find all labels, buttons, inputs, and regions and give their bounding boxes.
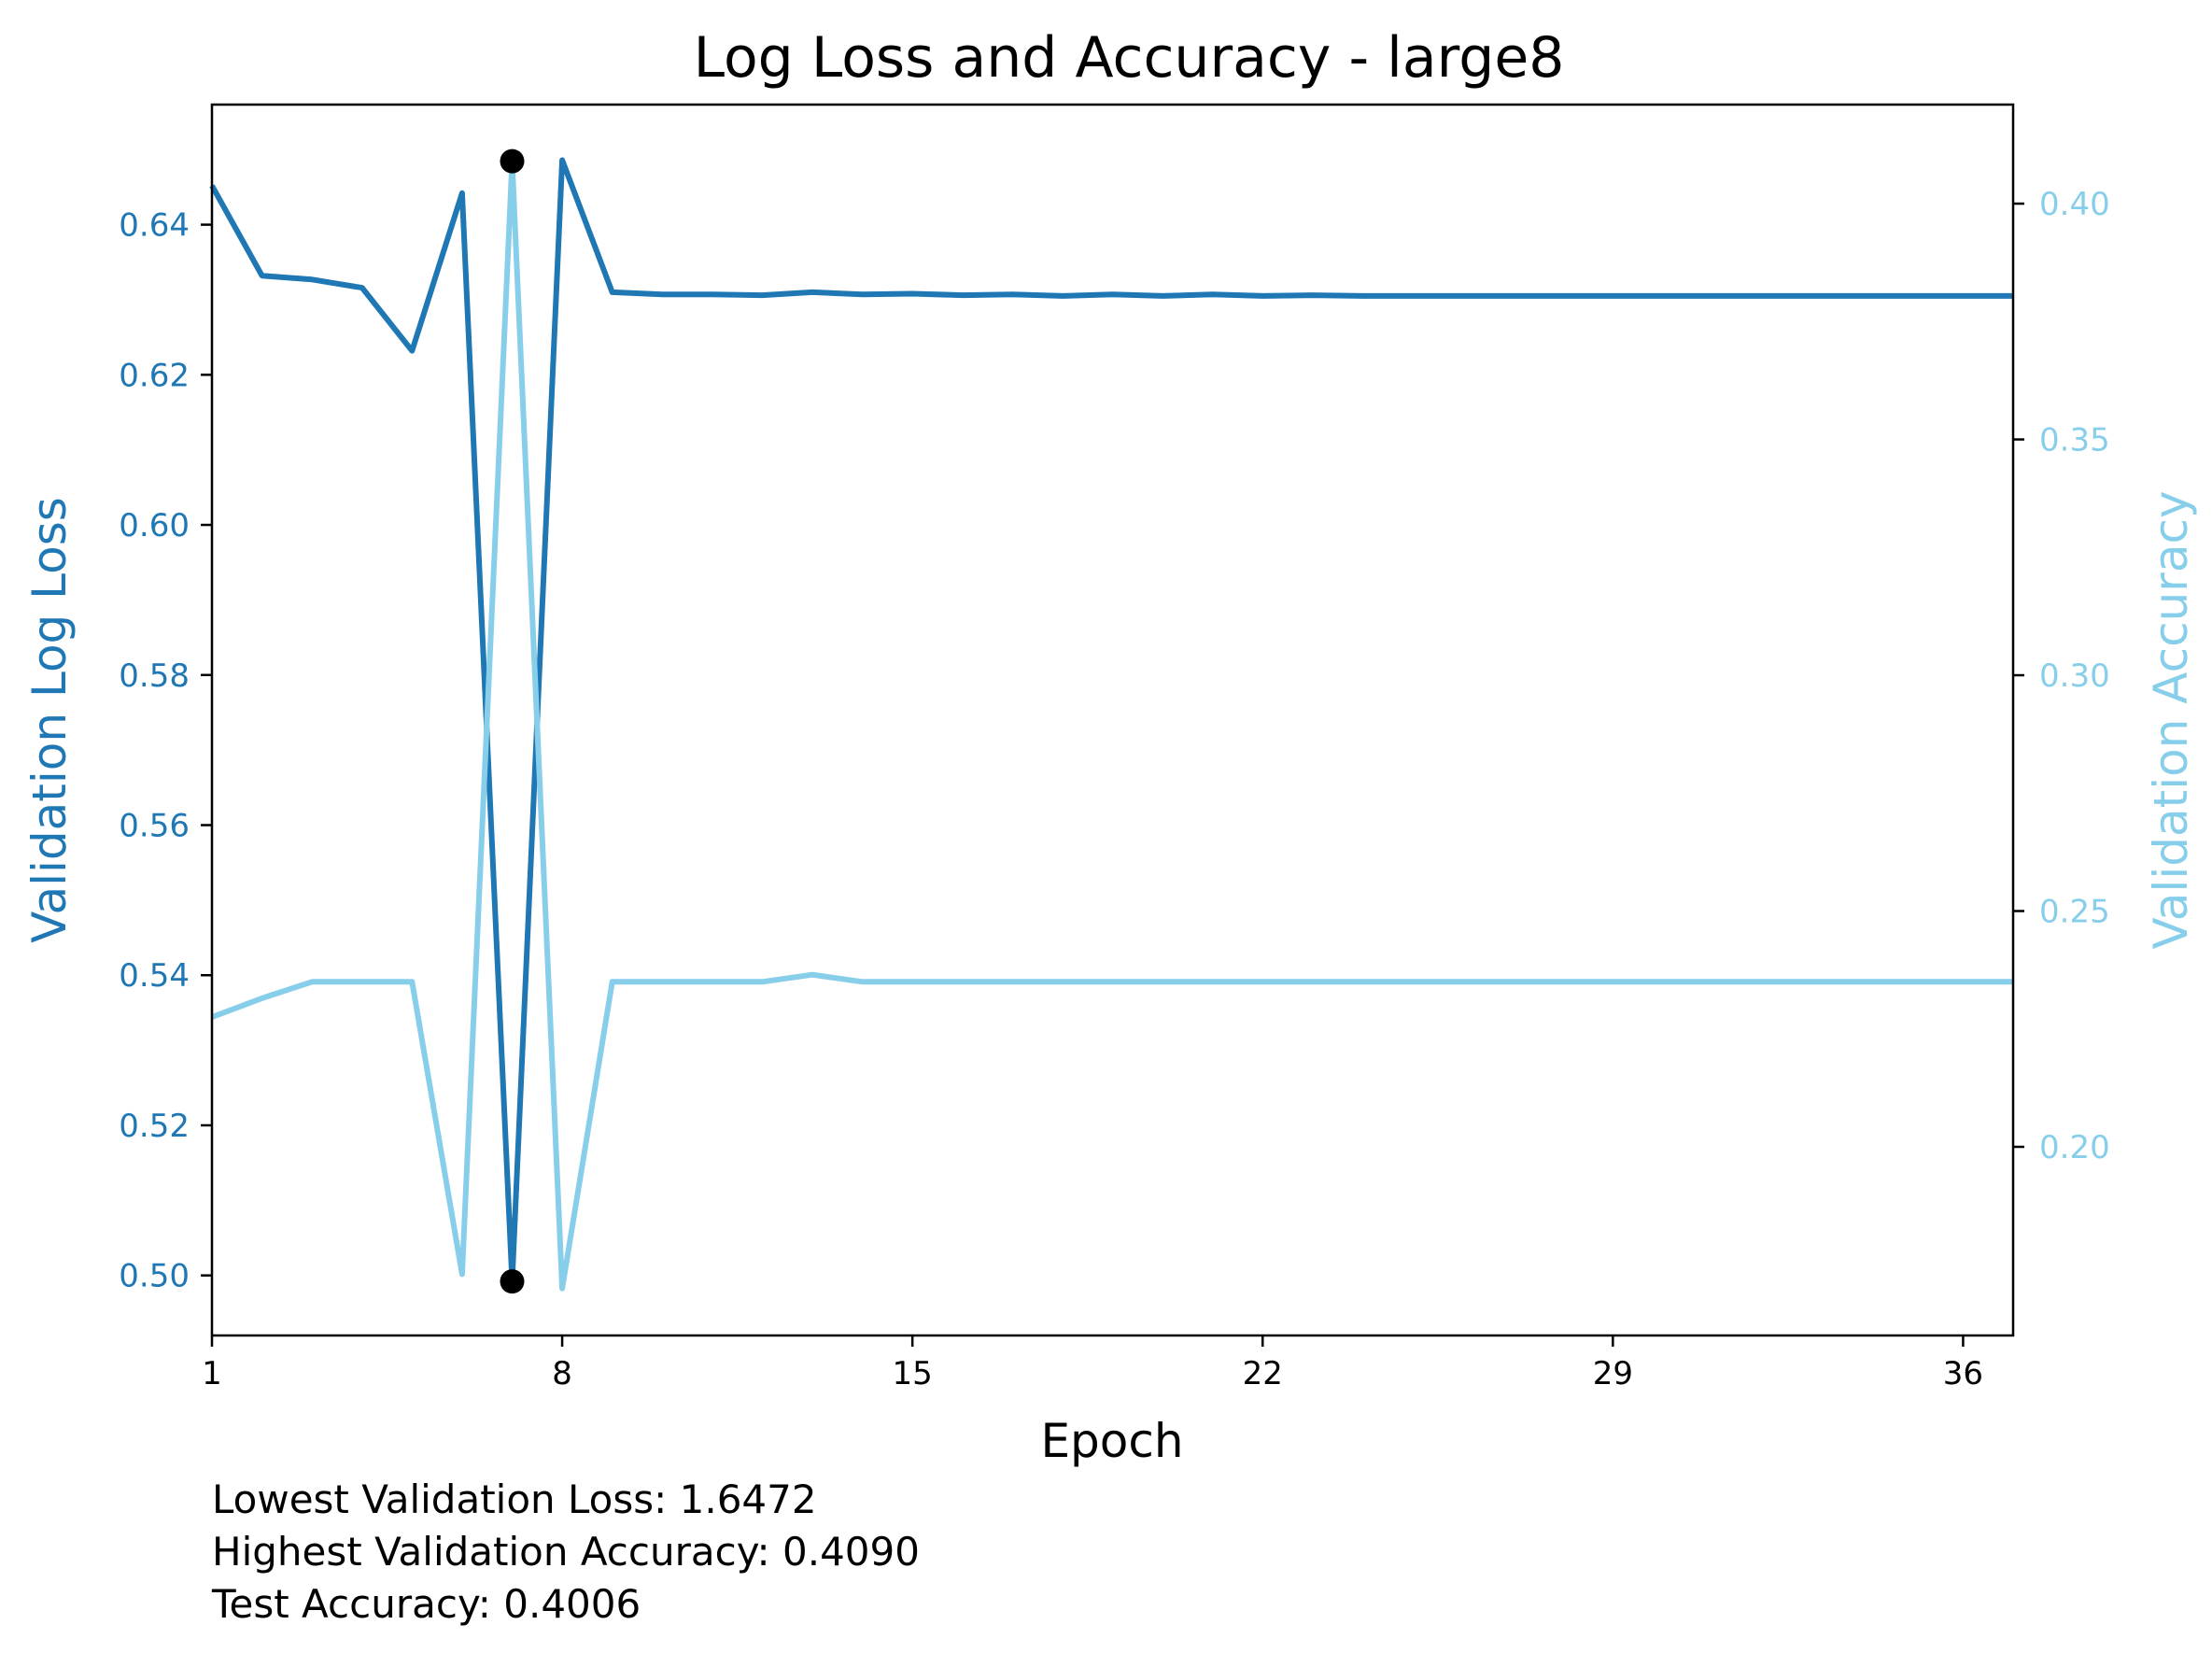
y-tick-label-left: 0.54 (119, 957, 190, 995)
highest-accuracy-marker (500, 148, 525, 174)
y-tick-label-right: 0.35 (2039, 422, 2110, 459)
y-tick-label-right: 0.40 (2039, 186, 2110, 223)
y-tick-label-left: 0.52 (119, 1108, 190, 1145)
plot-area (209, 148, 2013, 1294)
x-tick-label: 29 (1593, 1355, 1633, 1392)
y-tick-label-left: 0.58 (119, 657, 190, 695)
axes: 1 8 15 22 29 36 0.50 0.52 0.54 0.56 0.58 0.60 0.62 0.… (119, 186, 2109, 1392)
lowest-loss-text: Lowest Validation Loss: 1.6472 (212, 1476, 817, 1522)
y-tick-label-left: 0.56 (119, 808, 190, 845)
x-tick-label: 22 (1243, 1355, 1283, 1392)
plot-frame (210, 103, 2015, 1337)
y-tick-label-left: 0.50 (119, 1258, 190, 1295)
test-accuracy-text: Test Accuracy: 0.4006 (212, 1581, 641, 1627)
x-tick-label: 1 (202, 1355, 222, 1392)
accuracy-series-line (210, 158, 2013, 1292)
x-axis-label: Epoch (1040, 1414, 1183, 1468)
chart-title: Log Loss and Accuracy - large8 (694, 25, 1565, 91)
x-tick-label: 36 (1943, 1355, 1983, 1392)
y-tick-label-left: 0.60 (119, 507, 190, 544)
x-tick-label: 15 (893, 1355, 933, 1392)
y-tick-label-left: 0.64 (119, 207, 190, 245)
y-tick-label-right: 0.25 (2039, 894, 2110, 931)
stats-panel: Lowest Validation Loss: 1.6472 Highest V… (212, 1474, 920, 1631)
loss-series-line (209, 157, 2013, 1285)
y-tick-label-right: 0.30 (2039, 657, 2110, 695)
lowest-loss-marker (500, 1269, 525, 1294)
y-axis-label-right: Validation Accuracy (2144, 490, 2198, 949)
y-axis-label-left: Validation Log Loss (22, 497, 77, 943)
highest-accuracy-text: Highest Validation Accuracy: 0.4090 (212, 1529, 920, 1575)
x-tick-label: 8 (552, 1355, 572, 1392)
y-tick-label-left: 0.62 (119, 357, 190, 394)
y-tick-label-right: 0.20 (2039, 1129, 2110, 1166)
